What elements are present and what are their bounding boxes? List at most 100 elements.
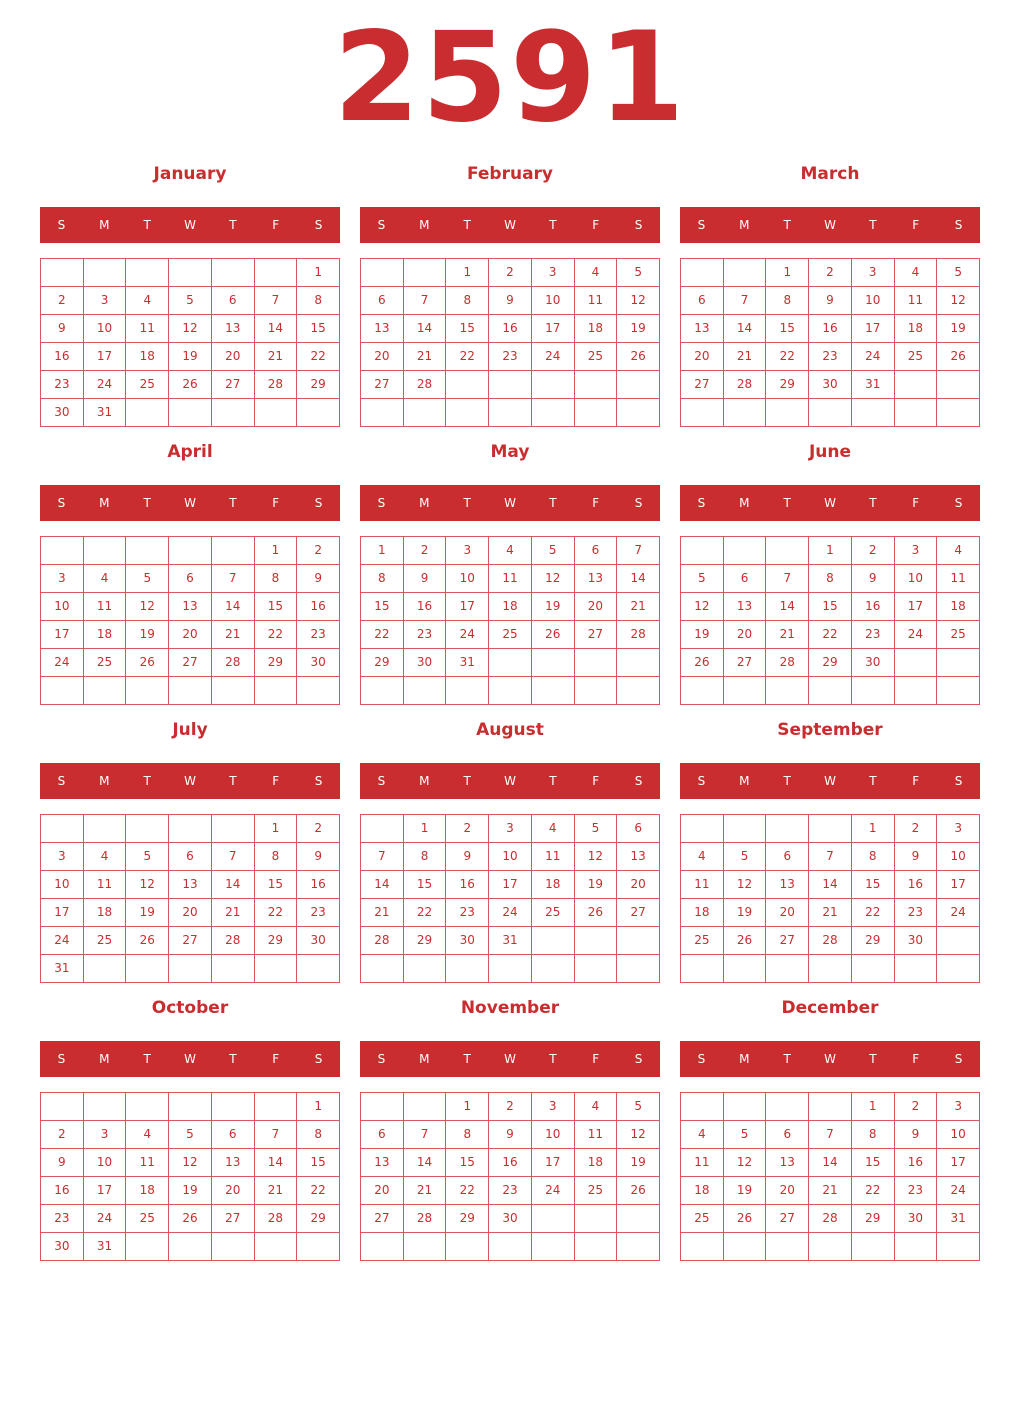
day-cell: 12	[574, 843, 618, 871]
day-cell: 5	[574, 815, 618, 843]
day-cell: 23	[489, 343, 532, 371]
day-cell: 9	[297, 843, 340, 871]
weekday-label: W	[504, 218, 516, 232]
empty-cell	[169, 955, 212, 983]
empty-cell	[531, 1205, 575, 1233]
empty-cell	[531, 1233, 575, 1261]
day-cell: 21	[254, 343, 298, 371]
empty-cell	[169, 1093, 212, 1121]
empty-cell	[766, 399, 810, 427]
weekday-label: S	[697, 496, 706, 510]
day-cell: 1	[403, 815, 447, 843]
day-cell: 15	[446, 315, 490, 343]
day-cell: 16	[297, 871, 340, 899]
day-cell: 11	[937, 565, 980, 593]
weekday-label: T	[783, 774, 791, 788]
day-cell: 21	[766, 621, 810, 649]
weekday-label: M	[739, 1052, 750, 1066]
weekday-label: S	[697, 774, 706, 788]
day-cell: 6	[766, 1121, 810, 1149]
weekday-label: S	[634, 1052, 643, 1066]
day-cell: 19	[937, 315, 980, 343]
empty-cell	[723, 537, 767, 565]
weekday-label: S	[377, 1052, 386, 1066]
empty-cell	[766, 955, 810, 983]
day-cell: 8	[446, 287, 490, 315]
empty-cell	[446, 399, 490, 427]
weekday-label: M	[419, 496, 430, 510]
day-cell: 7	[254, 1121, 298, 1149]
day-cell: 23	[41, 1205, 84, 1233]
day-cell: 25	[574, 343, 618, 371]
day-cell: 30	[809, 371, 852, 399]
day-cell: 5	[617, 259, 660, 287]
empty-cell	[681, 1233, 724, 1261]
empty-cell	[723, 259, 767, 287]
day-cell: 3	[83, 1121, 127, 1149]
day-cell: 4	[681, 1121, 724, 1149]
month-september: September S M T W T F S 1 2 3 4 5 6 7 8 9 10 11 12 13 14 15 16 1…	[680, 715, 980, 983]
day-cell: 21	[403, 343, 447, 371]
day-cell: 10	[937, 1121, 980, 1149]
day-cell: 20	[169, 621, 212, 649]
day-cell: 18	[126, 343, 170, 371]
day-cell: 9	[809, 287, 852, 315]
day-cell: 24	[83, 371, 127, 399]
day-cell: 2	[894, 815, 938, 843]
empty-cell	[297, 677, 340, 705]
day-cell: 19	[574, 871, 618, 899]
weekday-label: S	[377, 218, 386, 232]
day-cell: 7	[211, 843, 255, 871]
day-cell: 18	[531, 871, 575, 899]
day-cell: 6	[211, 287, 255, 315]
day-cell: 15	[446, 1149, 490, 1177]
day-cell: 1	[254, 815, 298, 843]
day-cell: 29	[254, 649, 298, 677]
day-cell: 22	[297, 1177, 340, 1205]
day-cell: 9	[489, 1121, 532, 1149]
empty-cell	[169, 1233, 212, 1261]
empty-cell	[851, 677, 895, 705]
day-cell: 25	[531, 899, 575, 927]
day-cell: 26	[723, 1205, 767, 1233]
day-cell: 2	[851, 537, 895, 565]
day-cell: 20	[574, 593, 618, 621]
day-cell: 15	[403, 871, 447, 899]
weekday-label: T	[229, 1052, 237, 1066]
weekday-label: W	[504, 774, 516, 788]
day-cell: 24	[41, 927, 84, 955]
day-cell: 10	[937, 843, 980, 871]
day-cell: 25	[489, 621, 532, 649]
day-cell: 2	[489, 259, 532, 287]
day-cell: 7	[403, 1121, 447, 1149]
month-june: June S M T W T F S 1 2 3 4 5 6 7 8 9 10 11 12 13 14 15 16 17 18 19…	[680, 437, 980, 705]
day-cell: 22	[446, 343, 490, 371]
weekday-label: S	[314, 496, 323, 510]
month-february: February S M T W T F S 1 2 3 4 5 6 7 8 9 10 11 12 13 14 15 16 17…	[360, 159, 660, 427]
empty-cell	[937, 955, 980, 983]
day-cell: 30	[41, 399, 84, 427]
day-cell: 22	[254, 621, 298, 649]
day-cell: 3	[446, 537, 490, 565]
month-may: May S M T W T F S 1 2 3 4 5 6 7 8 9 10 11 12 13 14 15 16 17 18 19 2…	[360, 437, 660, 705]
day-cell: 4	[681, 843, 724, 871]
day-cell: 5	[126, 565, 170, 593]
day-cell: 25	[126, 1205, 170, 1233]
day-cell: 30	[894, 1205, 938, 1233]
day-cell: 6	[617, 815, 660, 843]
day-cell: 30	[297, 927, 340, 955]
day-cell: 5	[617, 1093, 660, 1121]
day-cell: 6	[361, 1121, 404, 1149]
day-cell: 7	[211, 565, 255, 593]
day-cell: 8	[403, 843, 447, 871]
empty-cell	[169, 259, 212, 287]
day-cell: 26	[723, 927, 767, 955]
empty-cell	[126, 259, 170, 287]
day-cell: 28	[254, 1205, 298, 1233]
day-cell: 31	[851, 371, 895, 399]
empty-cell	[531, 649, 575, 677]
weekday-label: S	[697, 1052, 706, 1066]
day-cell: 26	[617, 1177, 660, 1205]
day-cell: 20	[617, 871, 660, 899]
